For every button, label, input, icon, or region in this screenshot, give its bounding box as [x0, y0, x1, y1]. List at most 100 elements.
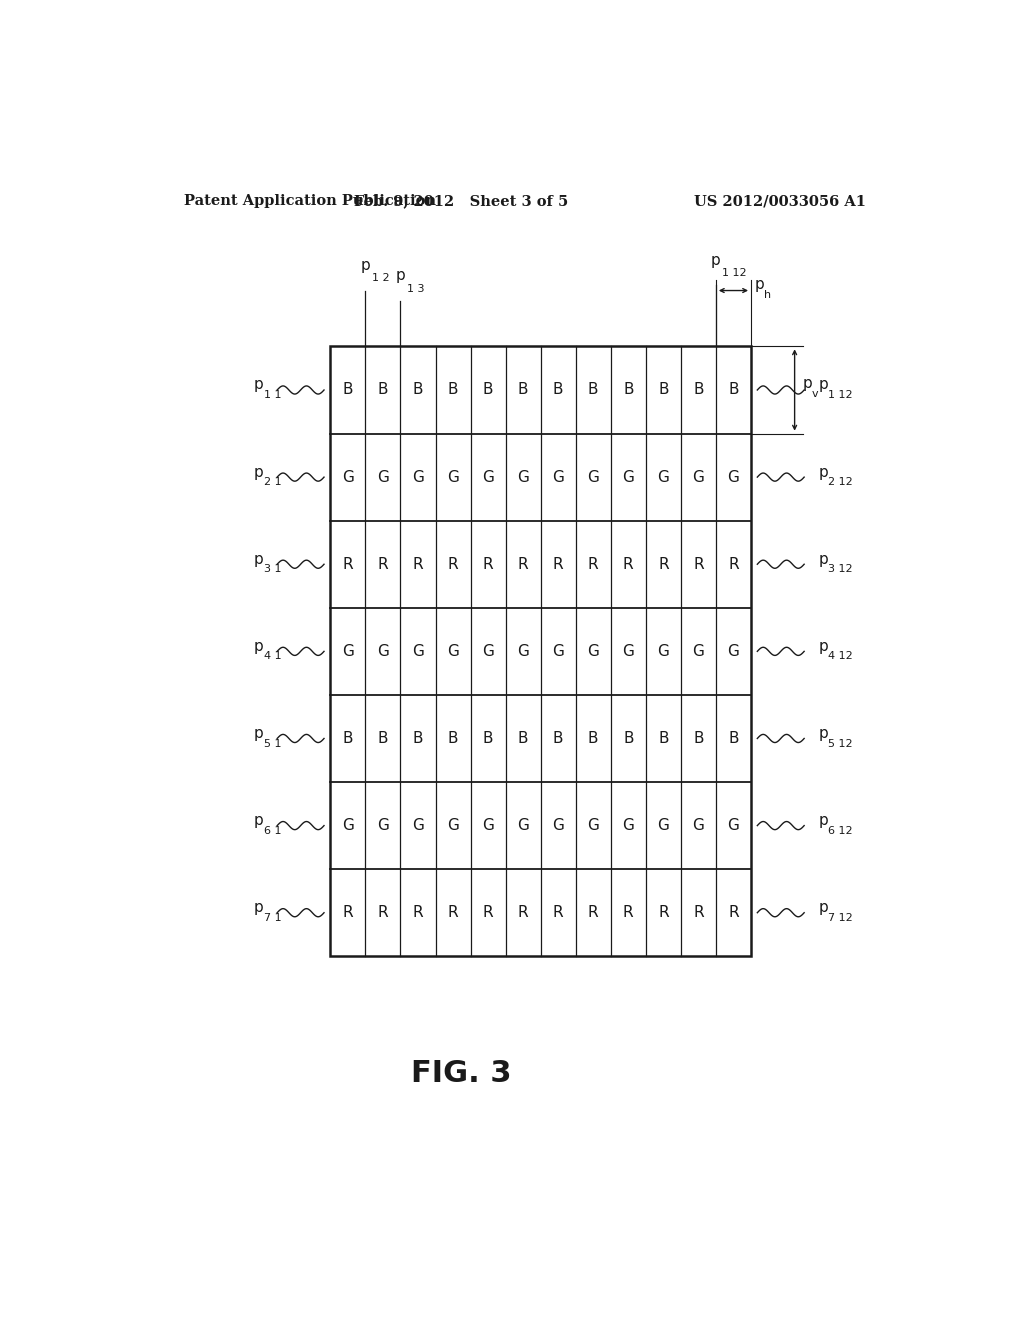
- Text: B: B: [413, 731, 423, 746]
- Text: 7 1: 7 1: [264, 913, 282, 923]
- Text: FIG. 3: FIG. 3: [411, 1059, 512, 1088]
- Text: B: B: [378, 731, 388, 746]
- Text: G: G: [623, 644, 634, 659]
- Text: B: B: [693, 383, 703, 397]
- Text: 3 12: 3 12: [828, 565, 853, 574]
- Text: R: R: [693, 906, 703, 920]
- Text: G: G: [727, 818, 739, 833]
- Text: B: B: [623, 383, 634, 397]
- Text: v: v: [812, 389, 819, 399]
- Text: p: p: [360, 259, 371, 273]
- Text: R: R: [623, 906, 634, 920]
- Text: B: B: [728, 731, 738, 746]
- Text: 4 1: 4 1: [264, 652, 282, 661]
- Text: p: p: [803, 376, 812, 392]
- Text: p: p: [253, 900, 263, 915]
- Text: G: G: [552, 644, 564, 659]
- Text: p: p: [253, 552, 263, 566]
- Text: 3 1: 3 1: [264, 565, 282, 574]
- Text: p: p: [395, 268, 406, 284]
- Text: G: G: [623, 470, 634, 484]
- Text: B: B: [343, 731, 353, 746]
- Text: R: R: [553, 906, 563, 920]
- Text: p: p: [755, 277, 765, 292]
- Text: p: p: [711, 253, 721, 268]
- Text: G: G: [517, 470, 529, 484]
- Text: R: R: [518, 557, 528, 572]
- Text: p: p: [818, 378, 828, 392]
- Text: G: G: [692, 470, 705, 484]
- Text: B: B: [728, 383, 738, 397]
- Text: R: R: [343, 906, 353, 920]
- Text: G: G: [588, 470, 599, 484]
- Text: R: R: [728, 906, 738, 920]
- Text: 5 1: 5 1: [264, 739, 282, 748]
- Text: G: G: [482, 818, 494, 833]
- Text: R: R: [658, 906, 669, 920]
- Text: B: B: [658, 383, 669, 397]
- Text: G: G: [692, 644, 705, 659]
- Text: R: R: [728, 557, 738, 572]
- Text: B: B: [447, 383, 459, 397]
- Text: G: G: [377, 644, 389, 659]
- Text: p: p: [253, 378, 263, 392]
- Text: h: h: [765, 289, 772, 300]
- Text: G: G: [552, 470, 564, 484]
- Text: B: B: [518, 383, 528, 397]
- Text: 4 12: 4 12: [828, 652, 853, 661]
- Text: G: G: [517, 644, 529, 659]
- Text: 6 12: 6 12: [828, 826, 853, 836]
- Text: G: G: [447, 644, 459, 659]
- Text: R: R: [343, 557, 353, 572]
- Text: B: B: [553, 731, 563, 746]
- Text: 6 1: 6 1: [264, 826, 282, 836]
- Text: 1 12: 1 12: [828, 391, 853, 400]
- Text: B: B: [413, 383, 423, 397]
- Text: G: G: [657, 644, 670, 659]
- Text: R: R: [518, 906, 528, 920]
- Text: p: p: [253, 813, 263, 828]
- Text: Feb. 9, 2012   Sheet 3 of 5: Feb. 9, 2012 Sheet 3 of 5: [354, 194, 568, 209]
- Text: G: G: [447, 818, 459, 833]
- Text: B: B: [588, 731, 598, 746]
- Text: R: R: [658, 557, 669, 572]
- Text: R: R: [482, 906, 494, 920]
- Text: G: G: [342, 644, 354, 659]
- Text: 1 12: 1 12: [722, 268, 746, 279]
- Text: B: B: [378, 383, 388, 397]
- Text: G: G: [657, 470, 670, 484]
- Text: G: G: [342, 818, 354, 833]
- Text: R: R: [693, 557, 703, 572]
- Text: p: p: [818, 813, 828, 828]
- Text: G: G: [588, 644, 599, 659]
- Text: B: B: [553, 383, 563, 397]
- Text: p: p: [818, 465, 828, 479]
- Text: US 2012/0033056 A1: US 2012/0033056 A1: [694, 194, 866, 209]
- Text: R: R: [482, 557, 494, 572]
- Text: G: G: [447, 470, 459, 484]
- Text: 7 12: 7 12: [828, 913, 853, 923]
- Text: B: B: [518, 731, 528, 746]
- Text: p: p: [253, 726, 263, 741]
- Text: R: R: [588, 906, 599, 920]
- Text: G: G: [588, 818, 599, 833]
- Text: G: G: [657, 818, 670, 833]
- Text: p: p: [253, 639, 263, 653]
- Text: R: R: [447, 557, 459, 572]
- Text: 1 2: 1 2: [372, 273, 389, 284]
- Text: B: B: [343, 383, 353, 397]
- Bar: [331, 346, 751, 956]
- Text: G: G: [412, 644, 424, 659]
- Text: G: G: [412, 470, 424, 484]
- Text: B: B: [447, 731, 459, 746]
- Text: R: R: [447, 906, 459, 920]
- Text: G: G: [482, 470, 494, 484]
- Text: G: G: [377, 470, 389, 484]
- Text: p: p: [818, 639, 828, 653]
- Text: 2 1: 2 1: [264, 478, 282, 487]
- Text: p: p: [818, 900, 828, 915]
- Text: B: B: [588, 383, 598, 397]
- Text: G: G: [482, 644, 494, 659]
- Text: B: B: [483, 383, 494, 397]
- Text: R: R: [413, 906, 423, 920]
